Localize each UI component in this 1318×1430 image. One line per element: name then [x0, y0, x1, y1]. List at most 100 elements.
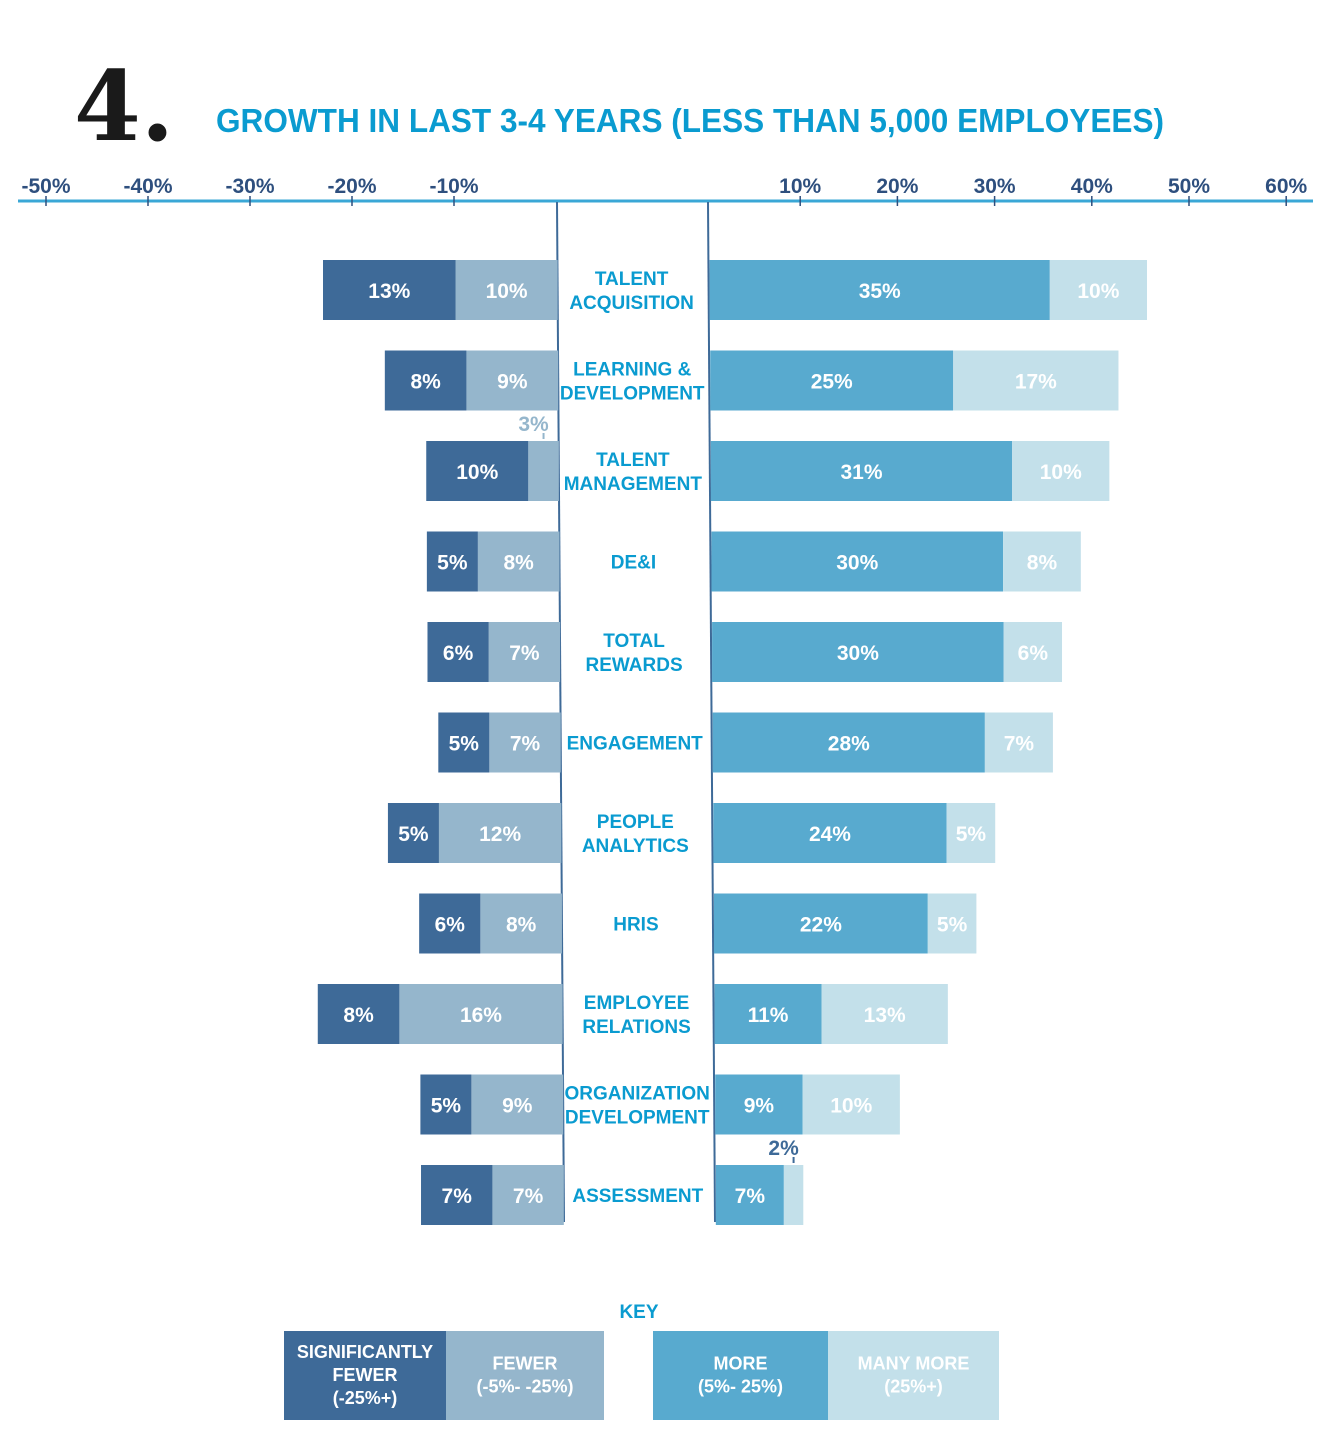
data-label: 7% [1004, 733, 1035, 756]
legend-swatch [653, 1331, 828, 1420]
bar-many-more [821, 984, 948, 1044]
bar-many-more [1012, 441, 1110, 501]
bar-fewer [488, 622, 561, 682]
x-tick-label: 10% [779, 175, 821, 198]
bar-row: 7% 5% 28% 7% ENGAGEMENT [438, 712, 1053, 773]
category-label: TALENT [595, 269, 669, 290]
data-label: 2% [768, 1137, 799, 1160]
category-label: EMPLOYEE [584, 993, 690, 1014]
bar-many-more [802, 1074, 900, 1135]
data-label: 5% [398, 823, 429, 846]
legend-label: MORE [714, 1354, 768, 1374]
data-label: 7% [513, 1185, 544, 1208]
bar-more [713, 893, 928, 954]
legend-swatch [446, 1331, 604, 1420]
data-label: 11% [748, 1004, 789, 1027]
data-label: 10% [486, 280, 528, 303]
center-right-line [707, 201, 716, 1223]
legend-item-many-more: MANY MORE (25%+) [828, 1331, 999, 1420]
bar-fewer [492, 1165, 564, 1225]
bar-significantly-fewer [387, 803, 439, 863]
bar-many-more [783, 1165, 804, 1225]
legend-item-significantly-fewer: SIGNIFICANTLY FEWER (-25%+) [284, 1331, 446, 1420]
x-tick-label: 30% [974, 175, 1016, 198]
category-label: ENGAGEMENT [567, 734, 704, 755]
bar-more [710, 350, 954, 411]
bar-many-more [927, 893, 977, 954]
x-tick-label: -40% [123, 175, 172, 198]
data-label: 10% [1077, 280, 1119, 303]
x-tick-label: 60% [1265, 175, 1307, 198]
bar-many-more [1049, 260, 1148, 320]
x-tick-label: -50% [21, 175, 70, 198]
bar-significantly-fewer [419, 893, 481, 954]
bar-significantly-fewer [420, 1074, 472, 1135]
bar-significantly-fewer [317, 984, 400, 1044]
bar-row: 10% 13% 35% 10% TALENT ACQUISITION [323, 260, 1148, 320]
data-label: 9% [744, 1095, 775, 1118]
bar-fewer [466, 350, 559, 411]
data-label: 30% [836, 552, 878, 575]
data-label: 10% [830, 1095, 872, 1118]
bar-row: 12% 5% 24% 5% PEOPLE ANALYTICS [387, 803, 996, 863]
bar-row: 16% 8% 11% 13% EMPLOYEE RELATIONS [317, 984, 948, 1044]
bar-fewer [399, 984, 563, 1044]
data-label: 8% [503, 552, 534, 575]
bar-many-more [1003, 531, 1081, 592]
data-label: 7% [442, 1185, 473, 1208]
bar-more [715, 1165, 784, 1225]
data-label: 9% [497, 371, 528, 394]
data-label: 10% [456, 461, 498, 484]
bar-many-more [984, 712, 1053, 773]
bar-fewer [489, 712, 561, 773]
data-label: 12% [479, 823, 521, 846]
data-label: 8% [1027, 552, 1058, 575]
data-label: 6% [435, 914, 466, 937]
x-tick-label: 20% [876, 175, 918, 198]
data-label: 24% [809, 823, 851, 846]
data-label: 8% [506, 914, 537, 937]
bar-more [713, 803, 947, 863]
category-label: ACQUISITION [569, 293, 694, 314]
bar-row: 8% 5% 30% 8% DE&I [426, 531, 1081, 592]
legend-label: (-5%- -25%) [476, 1377, 573, 1397]
bar-more [709, 260, 1050, 320]
x-tick-label: 40% [1071, 175, 1113, 198]
bar-row: 7% 7% 7% 2% ASSESSMENT [421, 1137, 804, 1225]
data-label: 5% [431, 1095, 462, 1118]
bar-fewer [528, 441, 559, 501]
x-tick-label: -10% [429, 175, 478, 198]
data-label: 7% [735, 1185, 766, 1208]
legend-label: MANY MORE [858, 1354, 970, 1374]
legend-label: SIGNIFICANTLY [297, 1342, 433, 1362]
data-label: 9% [502, 1095, 533, 1118]
bar-fewer [480, 893, 562, 954]
data-label: 25% [811, 371, 853, 394]
category-label: REWARDS [586, 655, 683, 676]
category-label: ORGANIZATION [565, 1084, 710, 1105]
bar-fewer [455, 260, 558, 320]
data-label: 7% [509, 642, 540, 665]
legend-swatch [284, 1331, 446, 1420]
legend-label: (-25%+) [333, 1388, 398, 1408]
data-label: 8% [343, 1004, 374, 1027]
data-label: 8% [410, 371, 441, 394]
category-label: DEVELOPMENT [560, 384, 705, 405]
chart-number: 4. [74, 50, 174, 163]
bar-fewer [438, 803, 562, 863]
data-label: 5% [956, 823, 987, 846]
bar-fewer [477, 531, 560, 592]
category-label: RELATIONS [582, 1017, 690, 1038]
data-label: 28% [828, 733, 870, 756]
data-label: 7% [510, 733, 541, 756]
data-label: 6% [1018, 642, 1049, 665]
legend-label: FEWER [333, 1365, 398, 1385]
category-label: DEVELOPMENT [565, 1108, 710, 1129]
bar-row: 8% 6% 22% 5% HRIS [419, 893, 977, 954]
bar-more [710, 441, 1013, 501]
bar-many-more [946, 803, 996, 863]
data-label: 30% [837, 642, 879, 665]
category-label: LEARNING & [573, 360, 692, 381]
bar-significantly-fewer [384, 350, 467, 411]
data-label: 10% [1040, 461, 1082, 484]
